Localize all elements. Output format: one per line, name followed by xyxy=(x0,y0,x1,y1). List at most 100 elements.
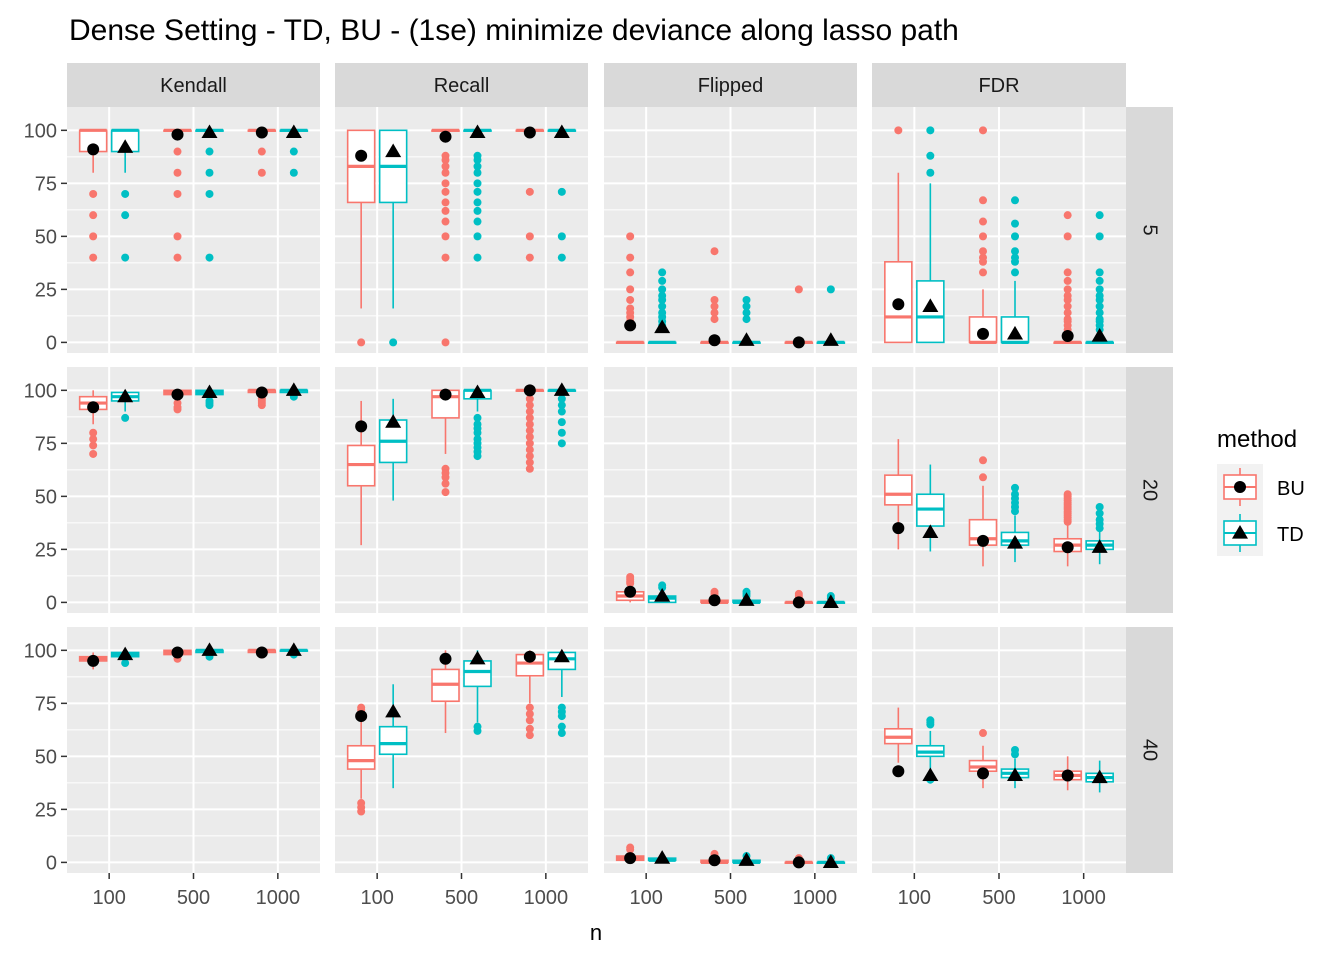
outlier-point xyxy=(658,285,667,294)
boxplot-fdr-40-500-td xyxy=(1000,746,1030,789)
outlier-point xyxy=(89,428,98,437)
mean-marker-circle xyxy=(977,767,989,780)
outlier-point xyxy=(441,253,450,262)
y-tick-label: 50 xyxy=(35,746,57,768)
facet-strip-row-20 xyxy=(1126,367,1173,613)
outlier-point xyxy=(626,232,635,241)
boxplot-flipped-5-100-bu xyxy=(615,232,645,344)
outlier-point xyxy=(473,217,482,226)
mean-marker-circle xyxy=(87,654,100,667)
panel-fdr-40 xyxy=(872,627,1126,873)
y-tick-label: 100 xyxy=(24,120,57,142)
mean-marker-triangle xyxy=(1091,328,1108,342)
outlier-point xyxy=(710,247,719,256)
outlier-point xyxy=(742,302,751,311)
outlier-point xyxy=(473,198,482,207)
mean-marker-circle xyxy=(708,334,721,347)
legend-label: BU xyxy=(1277,478,1305,500)
outlier-point xyxy=(1095,509,1104,518)
outlier-point xyxy=(1063,285,1072,294)
boxplot-flipped-20-500-td xyxy=(732,587,761,606)
mean-marker-circle xyxy=(624,585,637,598)
boxplot-recall-20-500-bu xyxy=(431,388,460,497)
y-tick-label: 0 xyxy=(46,592,57,614)
mean-marker-circle xyxy=(977,327,989,340)
box-layer xyxy=(78,124,1114,869)
x-tick-label: 500 xyxy=(714,887,747,909)
outlier-point xyxy=(357,807,366,816)
mean-marker-triangle xyxy=(553,382,570,396)
y-tick-label: 50 xyxy=(35,226,57,248)
boxplot-recall-40-500-bu xyxy=(431,650,460,734)
facet-strip-recall xyxy=(335,63,588,107)
boxplot-flipped-20-500-bu xyxy=(700,587,729,607)
boxplot-kendall-5-100-td xyxy=(110,128,140,262)
outlier-point xyxy=(473,179,482,188)
y-tick-label: 75 xyxy=(35,693,57,715)
y-tick-label: 0 xyxy=(46,332,57,354)
boxplot-fdr-5-500-bu xyxy=(968,126,998,344)
facet-label-recall: Recall xyxy=(434,75,490,97)
boxplot-kendall-40-1000-bu xyxy=(247,646,277,659)
outlier-point xyxy=(525,716,534,725)
legend-item-td: TD xyxy=(1217,510,1304,556)
outlier-point xyxy=(1095,308,1104,317)
outlier-point xyxy=(1095,232,1104,241)
boxplot-recall-5-500-td xyxy=(463,124,492,262)
x-axis-title: n xyxy=(590,920,602,945)
outlier-point xyxy=(557,439,566,448)
outlier-point xyxy=(1095,524,1104,533)
outlier-point xyxy=(658,295,667,304)
outlier-point xyxy=(1095,211,1104,220)
outlier-point xyxy=(979,268,987,277)
outlier-point xyxy=(979,126,987,135)
outlier-point xyxy=(525,439,534,448)
boxplot-flipped-5-500-bu xyxy=(700,247,729,347)
panel-flipped-40 xyxy=(604,627,857,873)
outlier-point xyxy=(473,156,482,165)
outlier-point xyxy=(173,168,182,177)
boxplot-kendall-5-1000-td xyxy=(279,124,309,177)
mean-marker-circle xyxy=(439,130,452,143)
panel-flipped-5 xyxy=(604,107,857,353)
outlier-point xyxy=(173,147,182,156)
facet-strip-row-40 xyxy=(1126,627,1173,873)
mean-marker-triangle xyxy=(822,332,839,346)
mean-marker-triangle xyxy=(469,384,486,399)
x-tick-label: 1000 xyxy=(1061,887,1106,909)
panel-recall-5 xyxy=(335,107,588,353)
x-tick-label: 1000 xyxy=(793,887,838,909)
mean-marker-triangle xyxy=(117,139,134,153)
facet-strip-row-5 xyxy=(1126,107,1173,353)
outlier-point xyxy=(710,302,719,311)
outlier-point xyxy=(525,232,534,241)
outlier-point xyxy=(1063,308,1072,317)
outlier-point xyxy=(979,729,987,738)
mean-marker-circle xyxy=(255,386,268,399)
outlier-point xyxy=(742,308,751,317)
boxplot-recall-5-1000-td xyxy=(547,124,577,262)
mean-marker-circle xyxy=(171,646,184,659)
outlier-point xyxy=(473,253,482,262)
outlier-point xyxy=(926,168,935,177)
outlier-point xyxy=(121,189,130,198)
outlier-point xyxy=(979,257,987,266)
outlier-point xyxy=(1011,247,1019,256)
boxplot-kendall-20-1000-td xyxy=(279,382,309,401)
facet-label-flipped: Flipped xyxy=(698,75,764,97)
panel-kendall-20 xyxy=(67,367,320,613)
mean-marker-circle xyxy=(708,594,721,607)
outlier-point xyxy=(979,456,987,465)
mean-marker-circle xyxy=(792,596,805,609)
outlier-point xyxy=(525,401,534,410)
outlier-point xyxy=(441,479,450,488)
boxplot-recall-40-1000-bu xyxy=(515,650,545,740)
outlier-point xyxy=(441,162,450,171)
outlier-point xyxy=(389,338,398,347)
mean-marker-triangle xyxy=(738,592,755,606)
facet-label-kendall: Kendall xyxy=(160,75,227,97)
outlier-point xyxy=(658,276,667,285)
mean-marker-triangle xyxy=(1091,769,1108,784)
outlier-point xyxy=(525,394,534,403)
x-tick-label: 1000 xyxy=(256,887,301,909)
